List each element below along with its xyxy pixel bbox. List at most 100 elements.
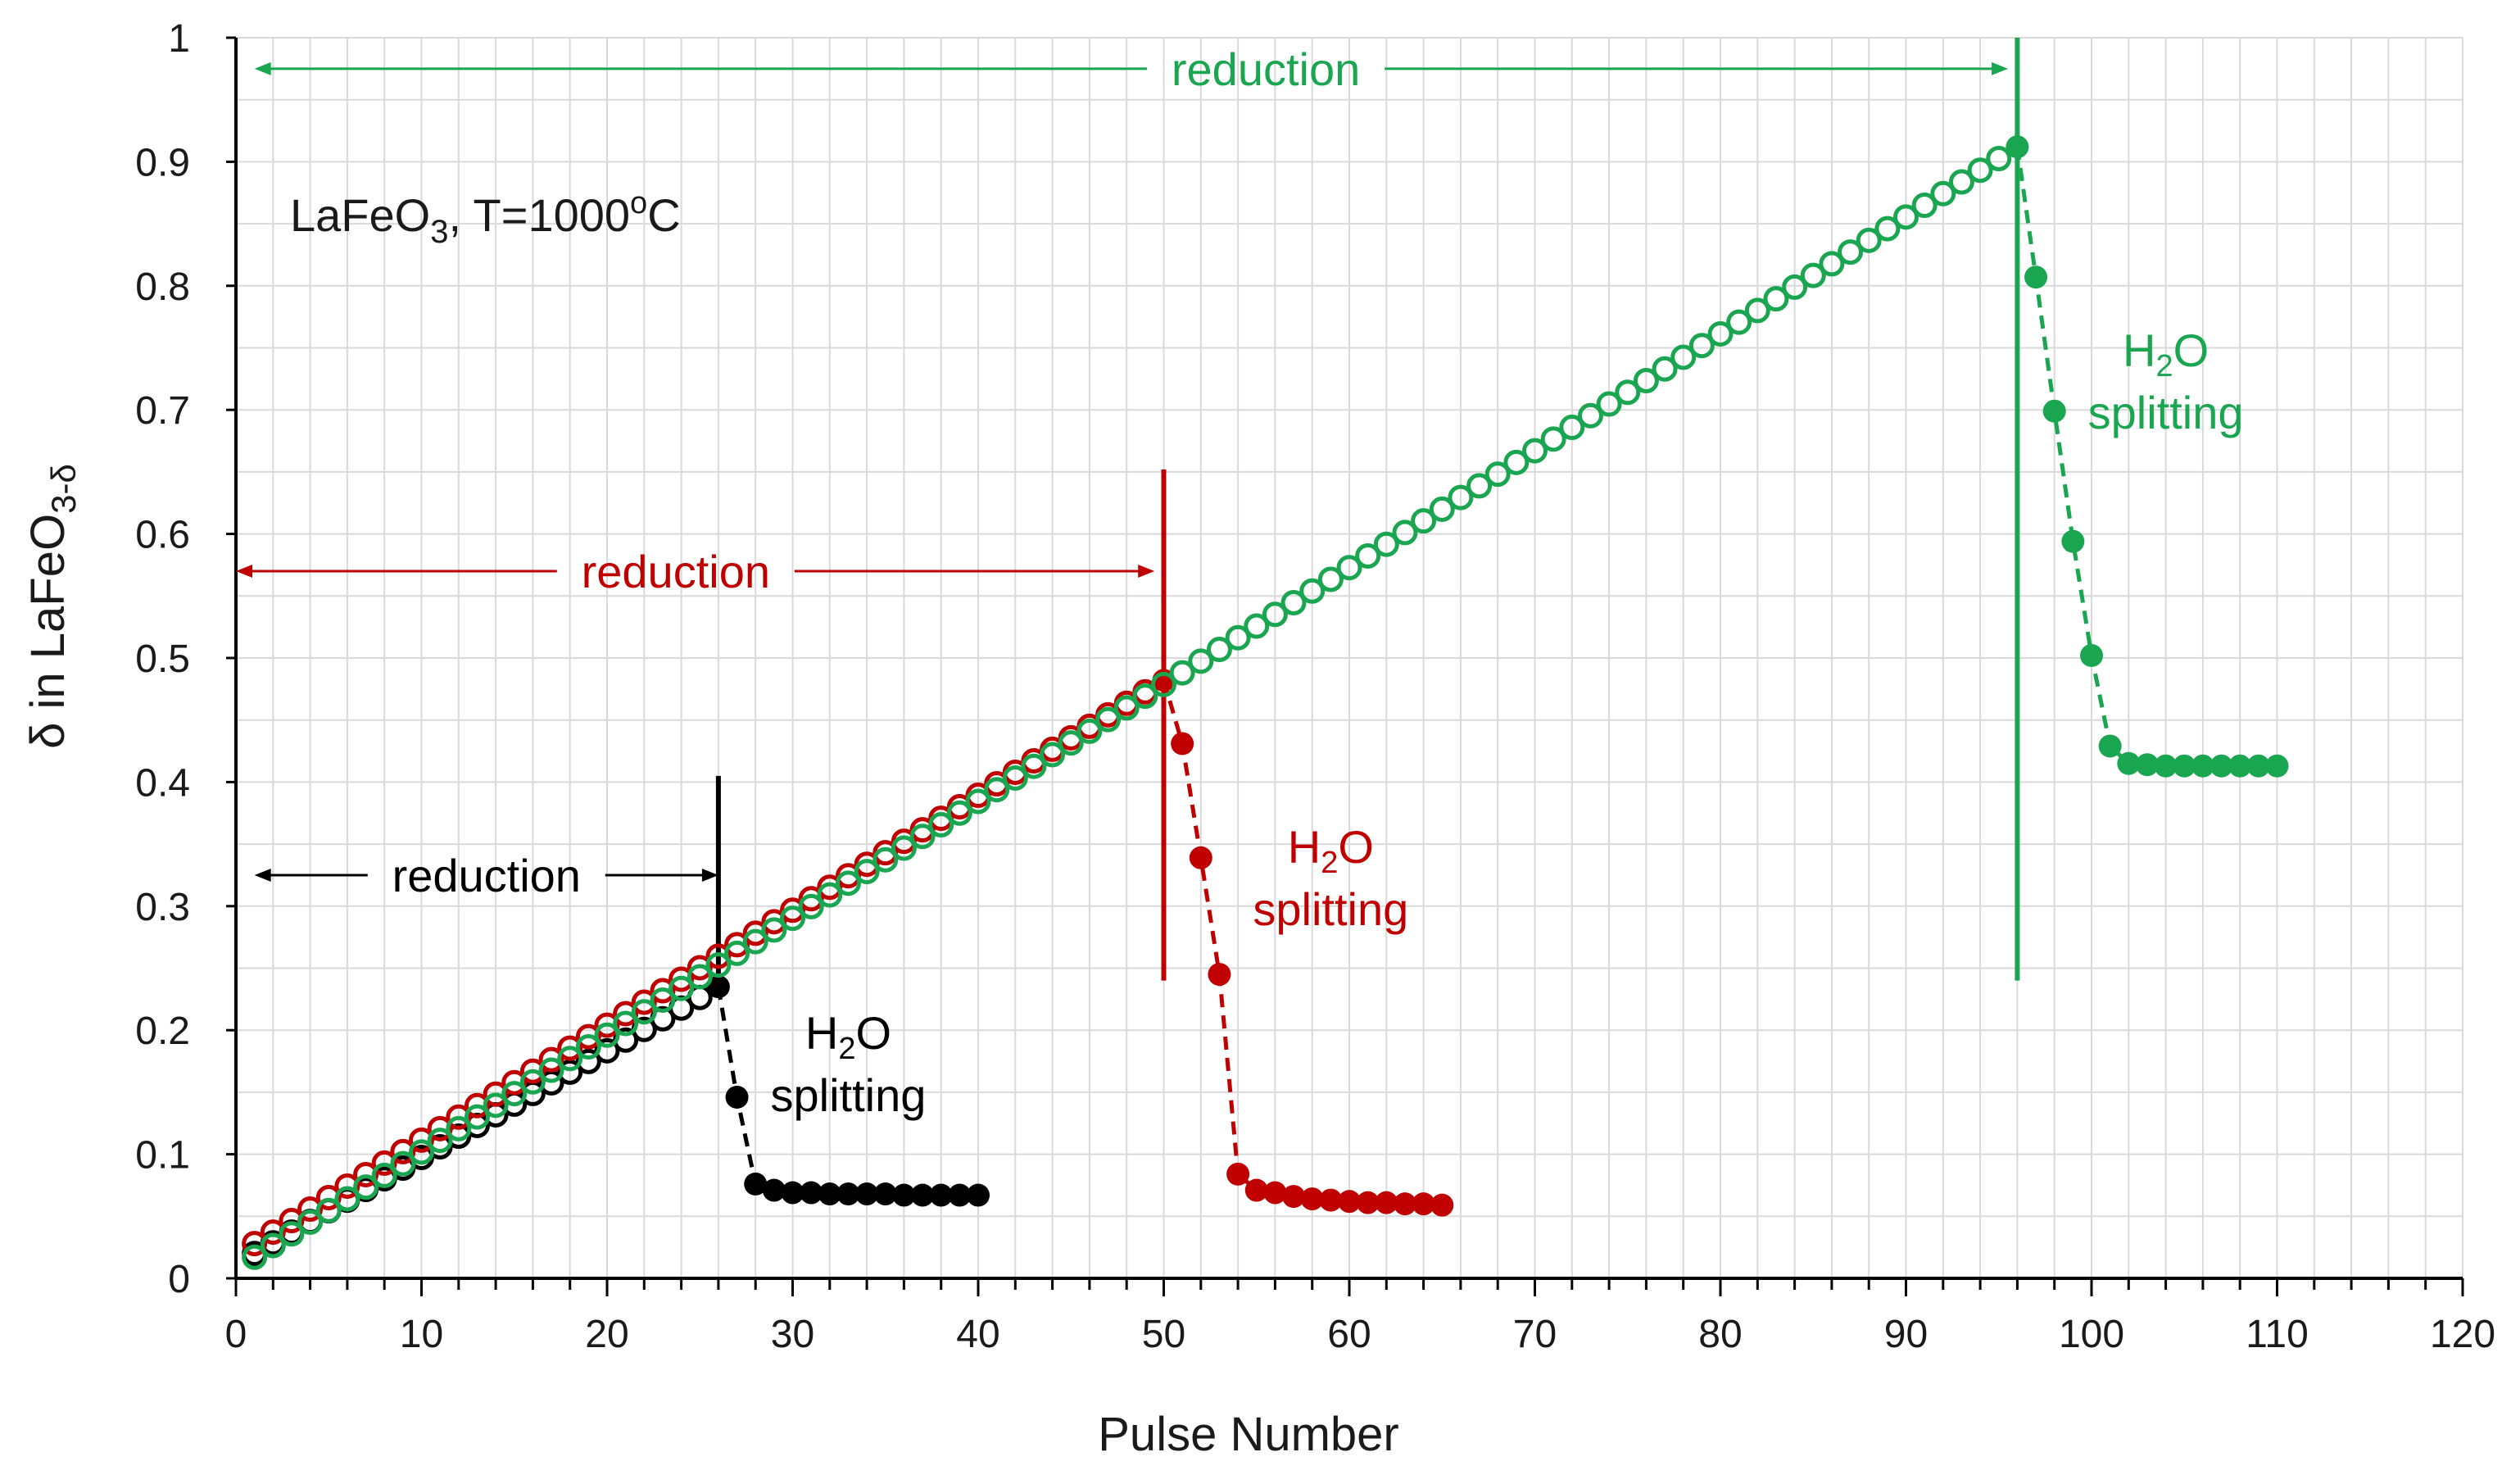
- red-reduction-point: [575, 1023, 601, 1050]
- green-splitting-point: [2024, 265, 2048, 289]
- green-reduction-point: [1429, 496, 1455, 522]
- green-splitting-point: [2246, 754, 2270, 778]
- y-tick-label: 0.3: [135, 886, 190, 929]
- green-reduction-point: [872, 846, 899, 873]
- green-reduction-point: [1299, 578, 1326, 604]
- red-splitting-point: [1282, 1185, 1306, 1209]
- x-tick-label: 30: [771, 1313, 814, 1356]
- black-splitting-point: [818, 1182, 841, 1206]
- x-tick-label: 90: [1884, 1313, 1928, 1356]
- x-tick-label: 40: [956, 1313, 999, 1356]
- red-splitting-point: [1208, 963, 1231, 987]
- x-axis-title: Pulse Number: [1098, 1408, 1398, 1461]
- red-splitting-line: [1162, 679, 1443, 1208]
- green-reduction-point: [1132, 683, 1158, 710]
- x-tick-label: 10: [400, 1313, 443, 1356]
- green-reduction-label: reduction: [1172, 43, 1360, 95]
- red-splitting-point: [1319, 1188, 1343, 1212]
- red-reduction-point: [669, 966, 695, 992]
- green-reduction-point: [1244, 613, 1270, 639]
- green-reduction-point: [594, 1022, 620, 1048]
- red-reduction-point: [538, 1046, 564, 1073]
- red-splitting-point: [1393, 1192, 1416, 1216]
- green-reduction-point: [1819, 251, 1845, 277]
- green-reduction-point: [742, 928, 768, 955]
- green-reduction-point: [1411, 508, 1437, 534]
- red-splitting-point: [1171, 732, 1194, 756]
- red-reduction-point: [501, 1069, 528, 1096]
- black-splitting-point: [948, 1183, 972, 1207]
- annotations: reductionH2OsplittingreductionH2Osplitti…: [236, 43, 2244, 1121]
- red-reduction-point: [371, 1150, 397, 1176]
- red-reduction-point: [409, 1127, 434, 1153]
- green-arrowhead-left: [254, 61, 271, 75]
- red-reduction-point: [279, 1208, 305, 1234]
- black-reduction-label: reduction: [392, 850, 581, 901]
- green-reduction-point: [761, 917, 787, 943]
- green-splitting-point: [2191, 754, 2214, 778]
- green-reduction-point: [687, 964, 713, 990]
- green-reduction-point: [1744, 297, 1770, 324]
- black-splitting-point: [967, 1183, 990, 1207]
- green-reduction-point: [891, 835, 917, 861]
- green-reduction-point: [1688, 333, 1715, 359]
- y-tick-label: 0.6: [135, 514, 190, 557]
- green-splitting-point: [2080, 643, 2103, 667]
- y-tick-label: 0.8: [135, 265, 190, 309]
- black-splitting-label-line2: splitting: [771, 1069, 927, 1121]
- black-reduction-point: [557, 1059, 583, 1085]
- red-arrowhead-right: [1138, 565, 1155, 579]
- green-reduction-point: [1280, 590, 1307, 616]
- y-tick-label: 0.1: [135, 1134, 190, 1178]
- green-reduction-point: [1336, 555, 1362, 581]
- red-reduction-point: [631, 989, 657, 1015]
- red-reduction-point: [427, 1115, 453, 1141]
- red-splitting-point: [1226, 1162, 1250, 1186]
- condition-label: LaFeO3, T=1000oC: [290, 186, 681, 250]
- green-reduction-point: [724, 940, 750, 966]
- green-reduction-point: [1317, 566, 1344, 592]
- x-tick-label: 20: [585, 1313, 628, 1356]
- red-reduction-point: [519, 1058, 546, 1084]
- green-reduction-point: [854, 859, 880, 885]
- green-splitting-point: [2061, 529, 2085, 553]
- green-reduction-point: [613, 1010, 639, 1037]
- green-splitting-point: [2135, 753, 2159, 777]
- red-reduction-point: [334, 1173, 360, 1199]
- red-reduction-point: [687, 955, 713, 981]
- green-splitting-point: [2098, 734, 2122, 758]
- red-splitting-label: H2O: [1288, 821, 1374, 880]
- red-arrowhead-left: [236, 565, 252, 579]
- green-reduction-point: [984, 777, 1010, 803]
- red-reduction-point: [390, 1138, 416, 1164]
- green-reduction-point: [1522, 438, 1548, 464]
- y-tick-label: 0.4: [135, 761, 190, 805]
- green-reduction-point: [297, 1209, 324, 1235]
- green-reduction-point: [1373, 531, 1399, 557]
- green-reduction-point: [1225, 624, 1251, 651]
- y-tick-label: 0.5: [135, 638, 190, 681]
- green-reduction-point: [1763, 286, 1789, 312]
- red-splitting-point: [1430, 1193, 1454, 1217]
- red-splitting-point: [1338, 1190, 1361, 1214]
- green-reduction-point: [650, 987, 676, 1013]
- green-splitting-label-line2: splitting: [2088, 387, 2244, 438]
- black-splitting-point: [855, 1182, 879, 1206]
- red-splitting-point: [1300, 1187, 1324, 1211]
- black-splitting-point: [836, 1182, 860, 1206]
- red-reduction-point: [315, 1184, 342, 1210]
- red-splitting-label-line2: splitting: [1253, 883, 1408, 935]
- x-tick-label: 100: [2059, 1313, 2124, 1356]
- green-splitting-point: [2210, 754, 2233, 778]
- green-reduction-point: [446, 1115, 472, 1141]
- x-tick-label: 80: [1698, 1313, 1742, 1356]
- x-tick-label: 120: [2430, 1313, 2495, 1356]
- green-reduction-point: [557, 1046, 583, 1072]
- green-splitting-point: [2154, 754, 2178, 778]
- green-reduction-point: [464, 1104, 490, 1130]
- green-splitting-label: H2O: [2123, 324, 2209, 383]
- y-tick-label: 1: [168, 17, 190, 61]
- data-markers: [242, 135, 2289, 1270]
- x-tick-label: 70: [1513, 1313, 1557, 1356]
